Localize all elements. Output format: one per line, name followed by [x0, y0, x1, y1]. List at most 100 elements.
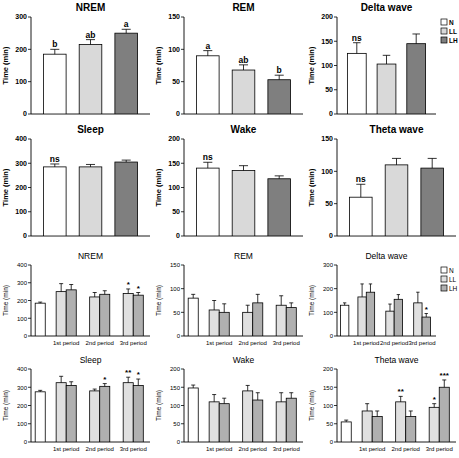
error-bar	[442, 380, 446, 387]
error-bar	[222, 398, 226, 403]
error-line	[279, 75, 280, 80]
error-bar	[222, 304, 226, 313]
error-line	[214, 395, 215, 402]
error-line	[281, 296, 282, 305]
error-bar	[279, 393, 283, 402]
y-axis	[337, 265, 338, 336]
panel: Delta waveTime (min)01002003001st period…	[308, 251, 458, 346]
error-cap	[388, 304, 391, 305]
error-cap	[93, 292, 97, 293]
error-bar	[365, 404, 369, 411]
y-tick-label: 100	[170, 286, 181, 292]
y-tick-label: 100	[168, 184, 180, 191]
bar	[429, 407, 439, 442]
annotation: *	[137, 370, 141, 379]
bar	[268, 80, 291, 114]
y-label: Time (min)	[1, 168, 10, 206]
title: Theta wave	[370, 124, 424, 135]
bar	[362, 411, 372, 442]
y-label: Time (min)	[308, 285, 316, 316]
error-bar	[289, 303, 293, 308]
error-bar	[428, 158, 437, 168]
error-cap	[365, 403, 369, 404]
error-cap	[122, 160, 131, 161]
error-line	[432, 158, 433, 168]
bar	[394, 299, 402, 336]
error-cap	[383, 55, 391, 56]
error-bar	[279, 296, 283, 305]
error-cap	[275, 175, 284, 176]
legend-label: LL	[449, 276, 457, 283]
bar	[66, 385, 76, 442]
error-line	[370, 284, 371, 292]
y-tick-label: 150	[168, 160, 180, 167]
bar	[276, 402, 286, 442]
bars	[43, 160, 137, 236]
panel: SleepTime (min)01002003004001st period2n…	[2, 355, 150, 452]
y-label: Time (min)	[1, 46, 10, 84]
error-line	[426, 314, 427, 318]
bars	[188, 385, 296, 442]
error-cap	[397, 294, 400, 295]
error-cap	[279, 392, 283, 393]
legend-label: N	[449, 19, 454, 26]
bar	[347, 53, 366, 114]
bar	[253, 303, 263, 336]
x-tick-label: 3rd period	[426, 446, 453, 452]
y-label: Time (min)	[307, 46, 316, 84]
y-label: Time (min)	[154, 168, 163, 206]
bar	[219, 312, 229, 336]
y-tick-label: 100	[321, 62, 333, 69]
y-tick-label: 150	[170, 262, 181, 268]
error-bar	[399, 396, 403, 401]
bars	[35, 376, 143, 442]
bars	[43, 29, 137, 114]
bar	[188, 388, 198, 442]
error-bar	[416, 292, 419, 303]
error-bar	[191, 385, 195, 388]
legend-label: LH	[449, 285, 458, 292]
y-axis	[31, 369, 32, 442]
y-tick-label: 200	[321, 13, 333, 20]
annotation: **	[398, 387, 405, 396]
error-line	[362, 284, 363, 297]
bar	[243, 391, 253, 442]
legend-label: N	[449, 267, 454, 274]
y-tick-label: 0	[24, 333, 28, 339]
error-line	[128, 377, 129, 382]
error-line	[247, 385, 248, 390]
error-line	[126, 29, 127, 33]
error-cap	[38, 390, 42, 391]
bar	[286, 308, 296, 336]
panel: SleepTime (min)0100200300400ns	[1, 124, 150, 239]
bar	[232, 171, 255, 236]
legend-swatch	[441, 19, 447, 25]
y-label: Time (min)	[308, 390, 316, 421]
bar	[35, 303, 45, 336]
bar	[90, 297, 100, 336]
y-tick-label: 300	[17, 280, 28, 286]
error-cap	[256, 294, 260, 295]
error-line	[396, 158, 397, 164]
title: Sleep	[77, 124, 104, 135]
bar	[286, 398, 296, 442]
error-cap	[246, 385, 250, 386]
bar	[123, 293, 133, 336]
error-cap	[191, 385, 195, 386]
error-bar	[38, 390, 42, 391]
error-bar	[356, 184, 365, 197]
error-bar	[86, 40, 95, 45]
legend-swatch	[441, 276, 447, 282]
error-bar	[256, 294, 260, 303]
annotation: *	[103, 375, 107, 384]
y-label: Time (min)	[155, 390, 163, 421]
error-cap	[344, 420, 348, 421]
y-tick-label: 0	[329, 232, 333, 239]
y-tick-label: 200	[323, 366, 334, 372]
x-tick-label: 2nd period	[380, 340, 408, 346]
error-bar	[353, 43, 361, 54]
y-label: Time (min)	[307, 168, 316, 206]
legend-swatch	[441, 285, 447, 291]
annotation: ***	[440, 371, 450, 380]
y-tick-label: 200	[15, 184, 27, 191]
